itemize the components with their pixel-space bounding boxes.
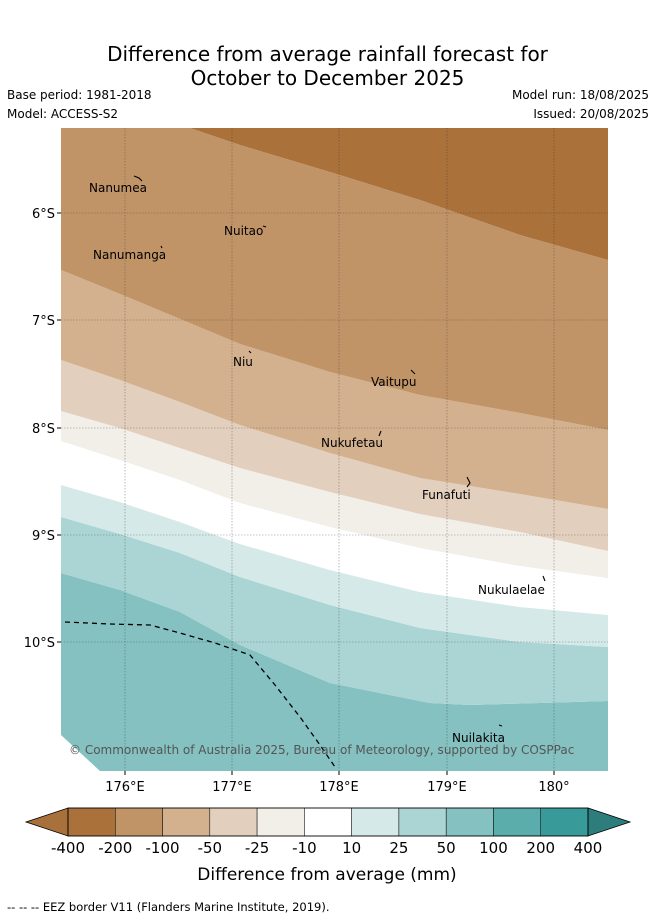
map-figure: Nanumea Nuitao Nanumanga Niu Vaitupu Nuk… — [24, 128, 632, 885]
lat-label-7s: 7°S — [32, 314, 55, 329]
colorbar-tick-label: 100 — [479, 839, 508, 857]
chart-title-line2: October to December 2025 — [190, 66, 465, 90]
colorbar-cell — [445, 807, 494, 837]
lon-label-177e: 177°E — [212, 780, 252, 795]
colorbar-over-arrow — [587, 807, 632, 837]
colorbar-tick-label: -400 — [51, 839, 85, 857]
graticule — [61, 128, 608, 771]
colorbar-label: Difference from average (mm) — [197, 865, 456, 885]
band-50-100 — [61, 573, 608, 771]
funafuti-island — [466, 476, 471, 488]
colorbar-tick-label: 200 — [526, 839, 555, 857]
colorbar-tick-label: 50 — [437, 839, 456, 857]
nuilakita-island — [498, 724, 503, 727]
lon-label-176e: 176°E — [105, 780, 145, 795]
model-name: Model: ACCESS-S2 — [7, 107, 119, 121]
lon-label-180: 180° — [538, 780, 569, 795]
band-25-50 — [61, 517, 608, 705]
place-label-nukulaelae: Nukulaelae — [478, 583, 545, 597]
lat-label-10s: 10°S — [24, 636, 55, 651]
colorbar-tick-label: -10 — [292, 839, 317, 857]
colorbar-cell — [67, 807, 116, 837]
model-run: Model run: 18/08/2025 — [511, 88, 649, 102]
lon-label-179e: 179°E — [427, 780, 467, 795]
eez-border — [64, 621, 336, 768]
colorbar-cell — [115, 807, 163, 837]
colorbar-tick-label: 400 — [574, 839, 603, 857]
place-label-niu: Niu — [233, 355, 253, 369]
colorbar-cell — [398, 807, 447, 837]
niu-island — [248, 350, 252, 354]
colorbar-cell — [209, 807, 258, 837]
place-label-nanumanga: Nanumanga — [93, 248, 166, 262]
base-period: Base period: 1981-2018 — [7, 88, 152, 102]
colorbar-tick-label: -25 — [245, 839, 270, 857]
colorbar: -400 -200 -100 -50 -25 -10 10 25 50 100 200 400 Dif… — [24, 807, 632, 885]
colorbar-cell — [493, 807, 541, 837]
vaitupu-island — [410, 369, 416, 375]
band-minus50-minus25 — [61, 360, 608, 551]
lat-label-8s: 8°S — [32, 422, 55, 437]
colorbar-cell — [540, 807, 589, 837]
colorbar-tick-label: -50 — [198, 839, 223, 857]
place-label-funafuti: Funafuti — [422, 488, 471, 502]
place-label-nukufetau: Nukufetau — [321, 436, 383, 450]
nanumea-island — [133, 175, 143, 182]
colorbar-frame — [67, 807, 589, 837]
lon-label-178e: 178°E — [319, 780, 359, 795]
place-label-nanumea: Nanumea — [89, 181, 147, 195]
island-outlines — [133, 175, 546, 727]
band-minus100-minus50 — [61, 270, 608, 509]
lat-label-6s: 6°S — [32, 207, 55, 222]
band-minus200-minus100 — [61, 128, 608, 430]
rainfall-map: Nanumea Nuitao Nanumanga Niu Vaitupu Nuk… — [61, 128, 608, 771]
lat-label-9s: 9°S — [32, 529, 55, 544]
band-minus25-minus10 — [61, 411, 608, 578]
band-minus10-10 — [61, 441, 608, 615]
place-label-nuilakita: Nuilakita — [452, 731, 505, 745]
colorbar-cell — [351, 807, 400, 837]
colorbar-cell — [162, 807, 211, 837]
place-label-nuitao: Nuitao — [224, 224, 263, 238]
nukulaelae-island — [542, 575, 546, 582]
axis-ticks — [57, 212, 555, 775]
copyright-credit: © Commonwealth of Australia 2025, Bureau… — [69, 743, 574, 757]
nuitao-island — [262, 225, 267, 228]
chart-title-line1: Difference from average rainfall forecas… — [107, 42, 548, 66]
band-10-25 — [61, 485, 608, 647]
colorbar-tick-label: -200 — [98, 839, 132, 857]
colorbar-cell — [304, 807, 352, 837]
issued-date: Issued: 20/08/2025 — [533, 107, 649, 121]
colorbar-tick-label: -100 — [146, 839, 180, 857]
nukufetau-island — [378, 430, 382, 437]
colorbar-tick-label: 10 — [342, 839, 361, 857]
band-minus400-minus200 — [190, 128, 608, 260]
colorbar-tick-label: 25 — [389, 839, 408, 857]
eez-footnote: -- -- -- EEZ border V11 (Flanders Marine… — [7, 900, 330, 914]
nanumanga-island — [160, 245, 163, 249]
colorbar-cell — [256, 807, 305, 837]
place-label-vaitupu: Vaitupu — [371, 375, 417, 389]
colorbar-under-arrow — [24, 807, 69, 837]
